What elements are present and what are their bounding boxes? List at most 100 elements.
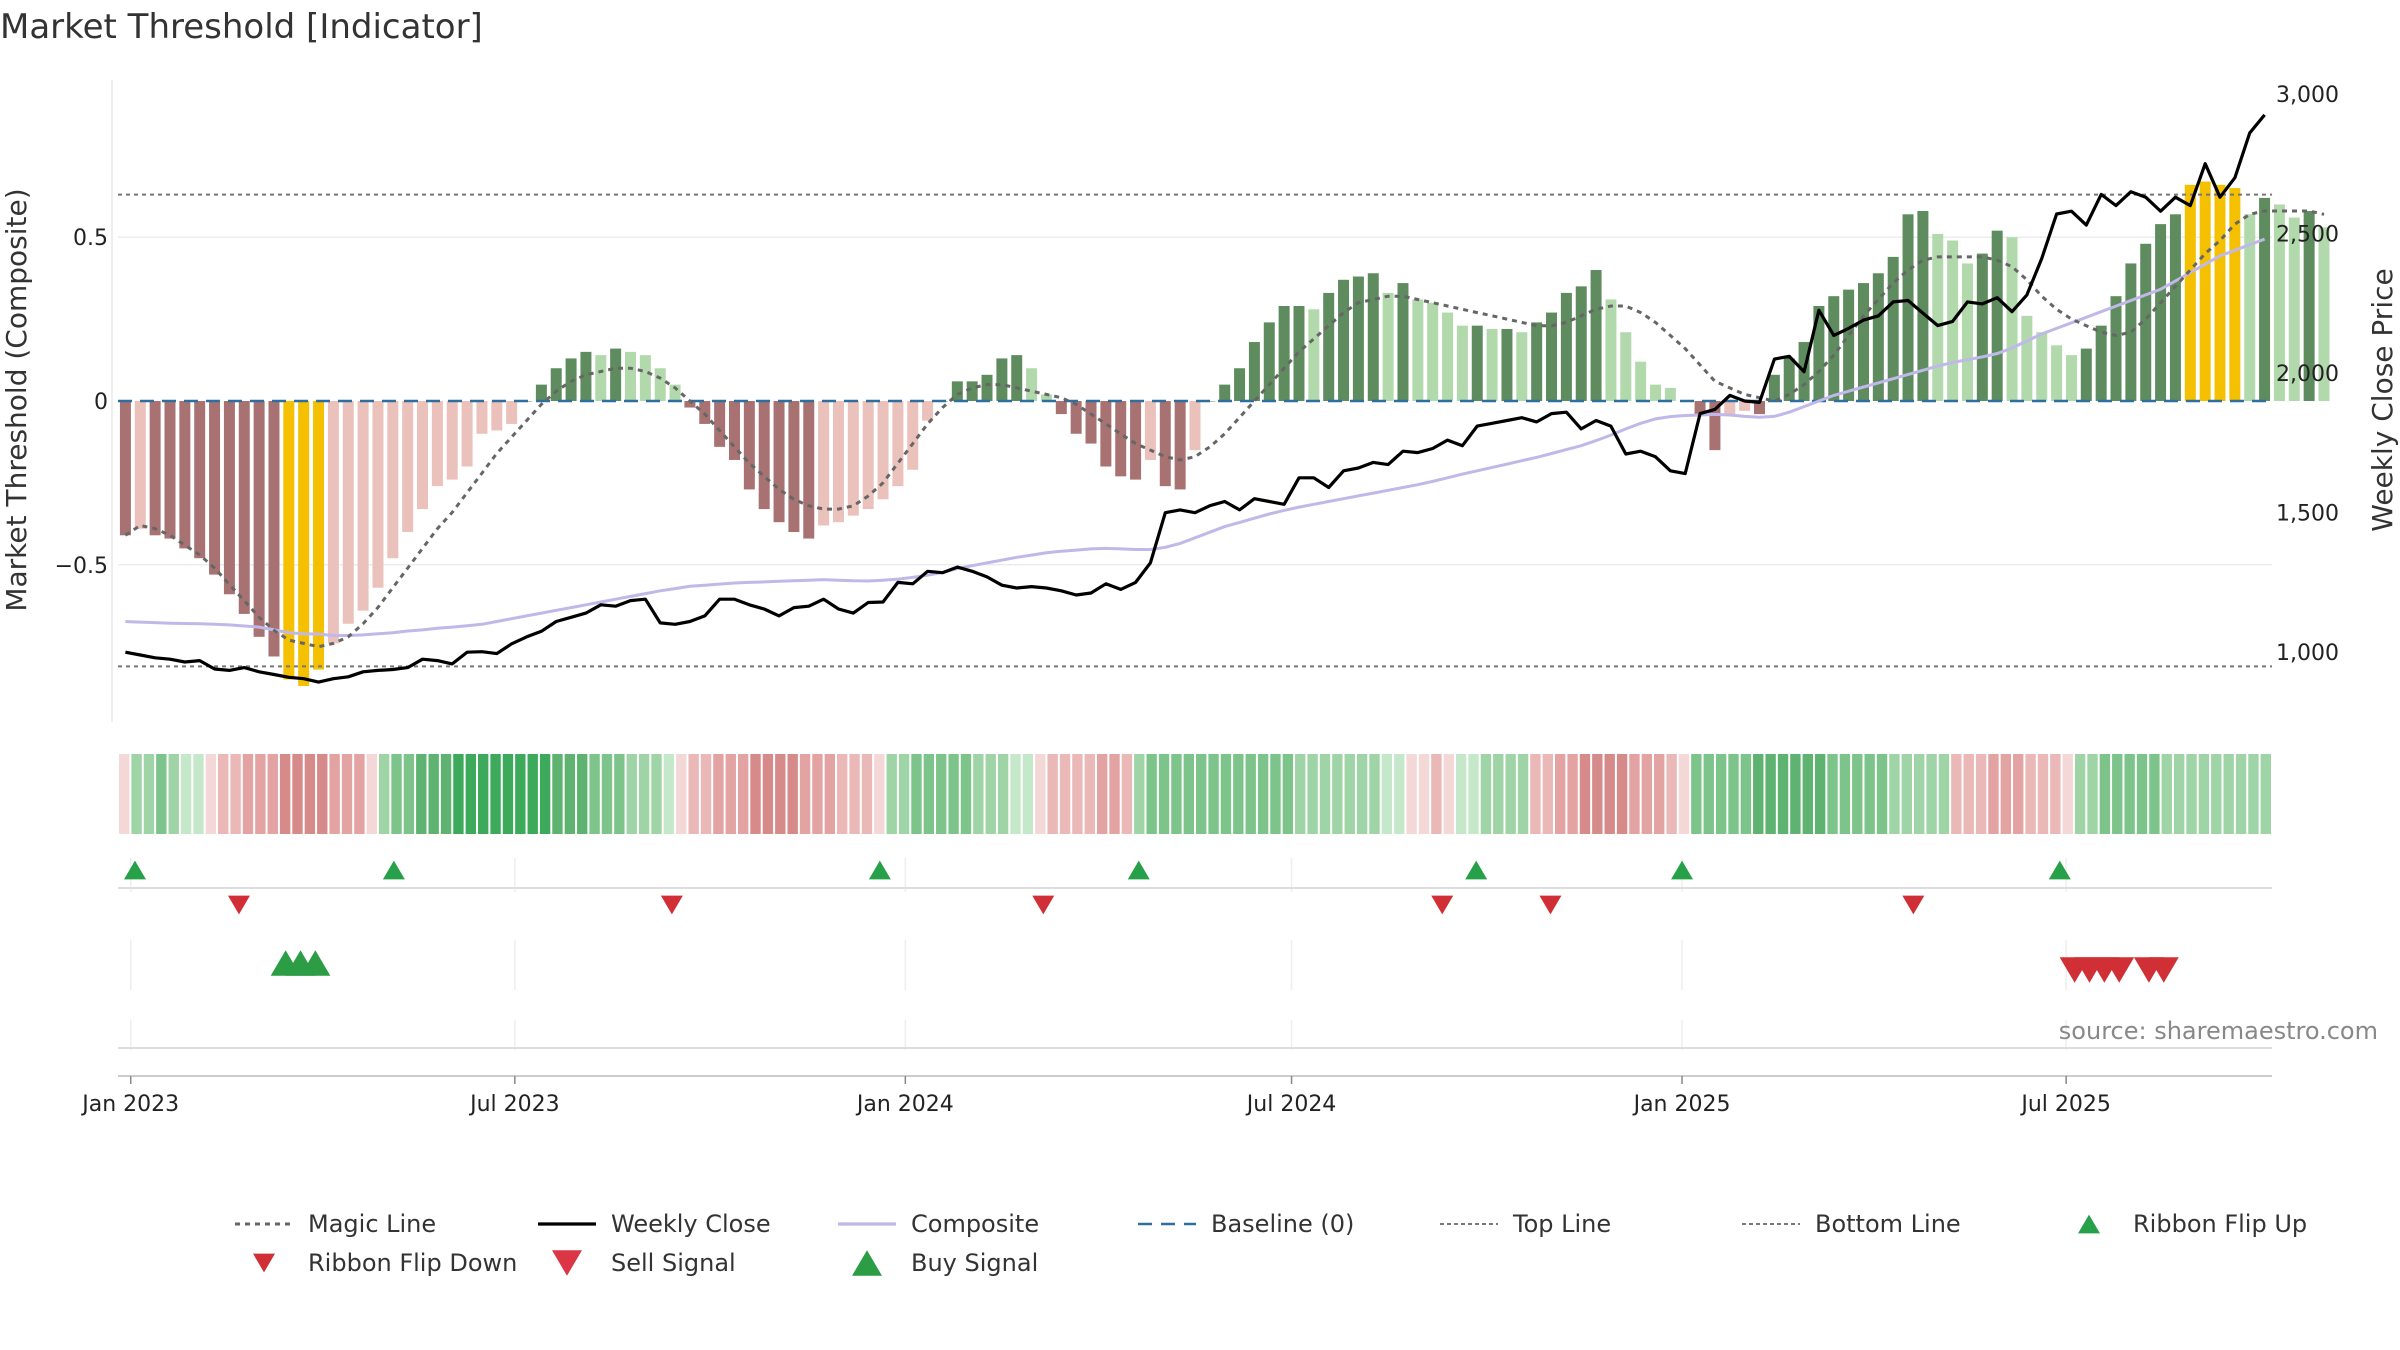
ribbon-segment xyxy=(292,754,303,834)
composite-bar xyxy=(2110,296,2122,401)
composite-bar xyxy=(476,401,488,434)
ribbon-flip-up-marker xyxy=(123,860,146,880)
composite-bar xyxy=(2259,197,2271,401)
composite-bar xyxy=(2318,227,2330,401)
ribbon-segment xyxy=(1431,754,1442,834)
ribbon-segment xyxy=(1975,754,1987,834)
y-tick-left: 0 xyxy=(94,390,108,415)
ribbon-segment xyxy=(440,754,452,834)
composite-bar xyxy=(832,401,844,523)
ribbon-segment xyxy=(1765,754,1776,834)
composite-bar xyxy=(1961,263,1973,401)
composite-bar xyxy=(2140,243,2152,401)
composite-bar xyxy=(1976,253,1988,401)
x-tick-label: Jan 2024 xyxy=(855,1092,954,1117)
ribbon-segment xyxy=(948,754,959,834)
composite-bar xyxy=(1382,292,1394,401)
composite-bar xyxy=(194,401,206,559)
x-tick-label: Jul 2023 xyxy=(468,1092,560,1117)
ribbon-segment xyxy=(1715,754,1727,834)
ribbon-segment xyxy=(329,754,340,834)
ribbon-segment xyxy=(1443,754,1454,834)
composite-bar xyxy=(1234,368,1246,401)
composite-bar xyxy=(2229,188,2241,401)
composite-bar xyxy=(268,401,280,657)
composite-bar xyxy=(1338,279,1350,401)
composite-bar xyxy=(491,401,503,431)
ribbon-segment xyxy=(1691,754,1702,834)
ribbon-segment xyxy=(1295,754,1306,834)
ribbon-flip-up-marker xyxy=(868,860,891,880)
ribbon-segment xyxy=(2186,754,2197,834)
ribbon-segment xyxy=(1394,754,1405,834)
ribbon-segment xyxy=(1530,754,1541,834)
composite-bar xyxy=(327,401,339,644)
y-axis-right-title: Weekly Close Price xyxy=(2366,268,2399,531)
legend: Magic Line Weekly Close Composite Baseline … xyxy=(235,1210,2307,1277)
composite-bar xyxy=(2155,224,2167,401)
composite-bar xyxy=(2214,184,2226,401)
ribbon-segment xyxy=(737,754,749,834)
ribbon-segment xyxy=(1381,754,1393,834)
ribbon-segment xyxy=(1096,754,1108,834)
ribbon-segment xyxy=(1555,754,1566,834)
legend-swatch xyxy=(852,1250,882,1276)
y-axis-left-title: Market Threshold (Composite) xyxy=(0,188,33,611)
ribbon-segment xyxy=(1839,754,1851,834)
composite-bar xyxy=(2051,345,2063,401)
composite-bar xyxy=(298,401,310,686)
composite-bar xyxy=(595,355,607,401)
composite-bar xyxy=(1531,322,1543,401)
composite-line xyxy=(125,237,2266,637)
composite-bar xyxy=(2006,237,2018,401)
ribbon-segment xyxy=(2260,754,2271,834)
ribbon-segment xyxy=(378,754,390,834)
ribbon-flip-down-marker xyxy=(660,895,683,915)
ribbon-segment xyxy=(341,754,353,834)
composite-bar xyxy=(1159,401,1171,487)
composite-bar xyxy=(1620,332,1632,401)
composite-bar xyxy=(966,381,978,401)
ribbon-segment xyxy=(564,754,576,834)
ribbon-segment xyxy=(837,754,848,834)
ribbon-segment xyxy=(1319,754,1331,834)
composite-bar xyxy=(580,351,592,401)
composite-bar xyxy=(714,401,726,447)
ribbon-segment xyxy=(663,754,675,834)
ribbon-segment xyxy=(1220,754,1232,834)
composite-bar xyxy=(803,401,815,539)
composite-bar xyxy=(1783,358,1795,401)
ribbon-segment xyxy=(1245,754,1256,834)
composite-bar xyxy=(1130,401,1142,480)
ribbon-segment xyxy=(1332,754,1343,834)
ribbon-segment xyxy=(1666,754,1677,834)
composite-bar xyxy=(550,368,562,401)
composite-bar xyxy=(1189,401,1201,451)
ribbon-flip-down-marker xyxy=(1539,895,1562,915)
ribbon-segment xyxy=(1493,754,1504,834)
ribbon-segment xyxy=(1864,754,1875,834)
ribbon-segment xyxy=(527,754,538,834)
composite-bar xyxy=(372,401,384,588)
composite-bar xyxy=(1248,342,1260,401)
composite-bar xyxy=(669,384,681,401)
ribbon-flip-down-marker xyxy=(1032,895,1055,915)
composite-bar xyxy=(342,401,354,624)
ribbon-segment xyxy=(1406,754,1417,834)
ribbon-segment xyxy=(1790,754,1801,834)
ribbon-segment xyxy=(1307,754,1318,834)
ribbon-segment xyxy=(886,754,897,834)
ribbon-segment xyxy=(601,754,613,834)
ribbon-segment xyxy=(812,754,823,834)
composite-bar xyxy=(1100,401,1112,467)
x-tick-label: Jan 2023 xyxy=(80,1092,179,1117)
ribbon-segment xyxy=(453,754,464,834)
composite-bar xyxy=(743,401,755,490)
composite-bar xyxy=(1932,233,1944,401)
ribbon-segment xyxy=(1158,754,1170,834)
ribbon-segment xyxy=(750,754,761,834)
composite-bar xyxy=(1590,269,1602,401)
ribbon-segment xyxy=(2124,754,2135,834)
composite-bar xyxy=(253,401,265,637)
x-tick-label: Jul 2025 xyxy=(2019,1092,2111,1117)
